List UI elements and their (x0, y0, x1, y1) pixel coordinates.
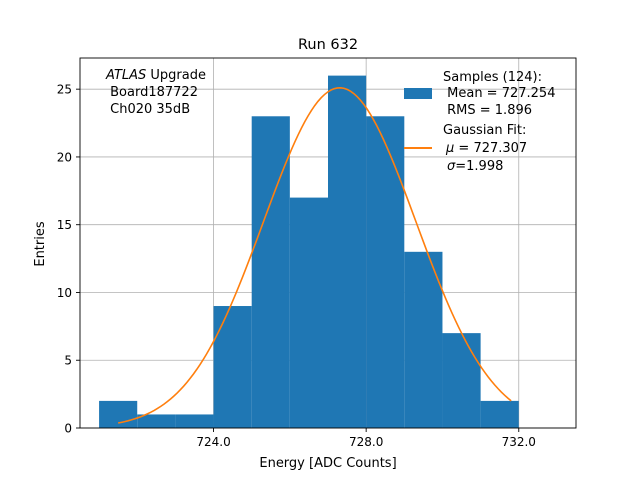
legend-samples-rms: RMS = 1.896 (443, 103, 532, 118)
legend-samples-swatch (404, 88, 432, 99)
svg-text:ATLAS Upgrade: ATLAS Upgrade (105, 68, 206, 83)
legend: Samples (124): Mean = 727.254 RMS = 1.89… (404, 70, 555, 174)
gaussian-fit-curve (117, 87, 512, 424)
x-axis-label: Energy [ADC Counts] (259, 456, 396, 471)
svg-text:μ = 727.307: μ = 727.307 (445, 141, 527, 156)
y-tick-label: 5 (64, 354, 72, 368)
legend-fit-sigma-symbol: σ (447, 159, 456, 174)
x-tick-label: 732.0 (502, 435, 536, 449)
histogram-bar (99, 400, 138, 428)
y-tick-label: 15 (57, 218, 72, 232)
y-tick-label: 0 (64, 422, 72, 436)
histogram-bar (289, 197, 328, 428)
svg-text:σ=1.998: σ=1.998 (447, 159, 503, 174)
chart-title: Run 632 (298, 37, 358, 53)
x-tick-label: 728.0 (349, 435, 383, 449)
plot-frame (79, 57, 577, 429)
histogram-bar (137, 414, 176, 428)
y-tick-label: 20 (57, 150, 72, 164)
upgrade-label: Upgrade (146, 68, 206, 83)
histogram-bar (366, 116, 405, 429)
y-tick-label: 25 (57, 83, 72, 97)
histogram-bar (251, 116, 290, 429)
legend-samples-title: Samples (124): (443, 70, 542, 85)
channel-label: Ch020 35dB (106, 102, 190, 117)
legend-fit-mu-symbol: μ (445, 141, 454, 156)
atlas-annotation: ATLAS Upgrade Board187722 Ch020 35dB (105, 68, 206, 117)
histogram-bar (328, 75, 367, 428)
x-tick-label: 724.0 (196, 435, 230, 449)
legend-samples-mean: Mean = 727.254 (443, 86, 555, 101)
atlas-label: ATLAS (105, 68, 146, 83)
histogram-bar (175, 414, 214, 428)
y-axis-label: Entries (33, 221, 48, 267)
y-tick-label: 10 (57, 286, 72, 300)
gaussian-fit (117, 87, 512, 424)
legend-fit-title: Gaussian Fit: (443, 123, 526, 138)
axes: 724.0 728.0 732.0 0 5 10 15 20 25 (57, 57, 577, 449)
board-label: Board187722 (106, 85, 198, 100)
histogram-bars (99, 75, 519, 429)
legend-fit-sigma-value: =1.998 (455, 159, 503, 174)
legend-fit-mu-value: = 727.307 (454, 141, 527, 156)
histogram-bar (404, 251, 443, 428)
histogram-bar (480, 400, 519, 428)
histogram-bar (213, 306, 252, 428)
histogram-bar (442, 333, 481, 428)
